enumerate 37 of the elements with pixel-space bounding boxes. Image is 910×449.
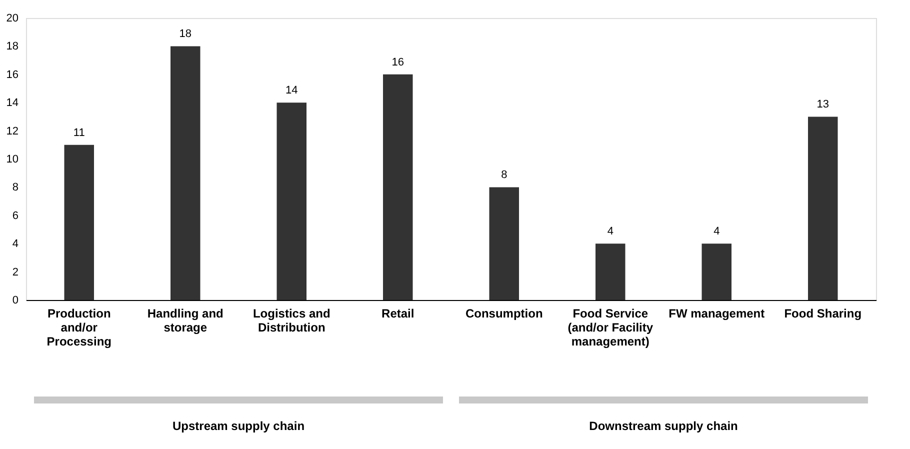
y-tick-label: 14: [6, 97, 18, 110]
y-tick-label: 8: [12, 182, 18, 194]
text: Upstream supply chain: [172, 419, 305, 433]
y-tick-label: 0: [12, 294, 18, 306]
data-label: 4: [714, 226, 720, 238]
x-tick-label: Production and/or Processing: [46, 306, 112, 348]
bar: [170, 46, 200, 300]
y-tick-label: 18: [6, 40, 18, 53]
data-label: 16: [392, 56, 404, 68]
x-tick-label: Food Sharing: [784, 306, 862, 320]
data-label: 8: [501, 169, 508, 182]
data-label: 11: [73, 126, 85, 139]
data-label: 13: [816, 98, 829, 111]
bar: [808, 116, 838, 300]
y-tick-label: 12: [6, 125, 18, 138]
data-label: 4: [607, 226, 614, 238]
bar: [383, 74, 413, 300]
bar: [276, 102, 306, 300]
bar: [64, 144, 94, 300]
x-tick-label: FW management: [668, 306, 765, 320]
y-tick-label: 10: [6, 154, 18, 166]
y-tick-label: 16: [6, 68, 18, 81]
bar: [489, 187, 519, 300]
y-tick-label: 6: [12, 210, 18, 222]
x-tick-label: Handling and storage: [147, 306, 224, 334]
y-tick-label: 4: [12, 238, 18, 250]
text: Downstream supply chain: [589, 419, 738, 433]
bar: [596, 244, 626, 300]
y-tick-label: 2: [12, 266, 18, 278]
x-tick-label: Logistics and Distribution: [252, 306, 330, 334]
y-tick-label: 20: [6, 12, 18, 24]
x-tick-label: Food Service (and/or Facility management): [568, 306, 654, 348]
x-tick-label: Retail: [382, 306, 414, 320]
x-tick-label: Consumption: [465, 306, 543, 320]
data-label: 18: [179, 28, 192, 40]
data-label: 14: [286, 84, 298, 97]
bar: [702, 244, 732, 300]
